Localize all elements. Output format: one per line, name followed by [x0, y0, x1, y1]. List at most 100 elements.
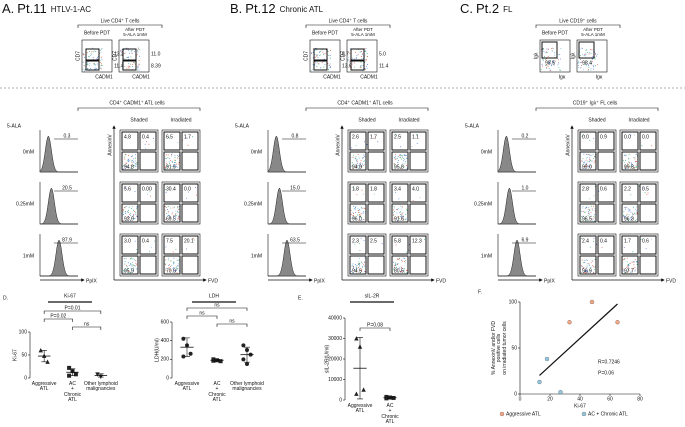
cell-dot [373, 193, 375, 195]
quad-gate [597, 235, 615, 255]
cell-dot [177, 207, 179, 209]
cell-dot [127, 262, 129, 264]
cell-dot [406, 269, 408, 271]
cell-dot [400, 216, 402, 218]
cell-dot [412, 199, 414, 201]
cell-dot [400, 211, 401, 213]
cell-dot [625, 159, 627, 161]
cell-dot [88, 55, 90, 57]
cell-dot [358, 211, 360, 213]
cell-dot [365, 65, 367, 67]
gate-value: 5.0 [379, 51, 386, 57]
cell-dot [625, 208, 626, 210]
cell-dot [554, 60, 556, 62]
cell-dot [92, 57, 94, 59]
cell-dot [171, 155, 172, 157]
cell-dot [590, 215, 592, 217]
quad-gate [349, 235, 367, 255]
cell-dot [356, 264, 358, 266]
cell-dot [397, 263, 399, 264]
cell-dot [128, 56, 130, 58]
cell-dot [400, 146, 402, 148]
cell-dot [360, 61, 362, 63]
cell-dot [583, 162, 585, 163]
cell-dot [321, 49, 323, 51]
before-label: Before PDT [84, 30, 110, 36]
cell-dot [582, 160, 583, 162]
cell-dot [624, 154, 626, 156]
cell-dot [367, 63, 369, 65]
cell-dot [405, 218, 407, 220]
cell-dot [124, 258, 125, 260]
cell-dot [133, 270, 134, 272]
cell-dot [351, 271, 353, 272]
cell-dot [393, 261, 395, 263]
cell-dot [394, 157, 396, 158]
cell-dot [540, 69, 542, 70]
cell-dot [633, 167, 635, 169]
x-tick-label: 20 [547, 396, 553, 402]
cell-dot [321, 62, 323, 64]
cell-dot [94, 64, 96, 66]
quad-value: 3.0 [124, 238, 131, 244]
cell-dot [585, 260, 587, 261]
cell-dot [132, 159, 134, 161]
cell-dot [355, 157, 357, 159]
quad-plot [389, 181, 429, 225]
cell-dot [356, 160, 358, 162]
cell-dot [124, 158, 126, 160]
cell-dot [127, 159, 129, 161]
cell-dot [130, 212, 132, 214]
panel-heading: C. Pt.2 FL [460, 1, 513, 16]
cell-dot [591, 58, 593, 60]
cell-dot [171, 264, 173, 266]
cell-dot [355, 270, 357, 272]
quad-value: 94.9 [352, 164, 362, 170]
cell-dot [357, 214, 358, 216]
cell-dot [400, 158, 402, 160]
cell-dot [588, 153, 590, 155]
cell-dot [168, 267, 170, 269]
cell-dot [397, 208, 399, 210]
quad-gate [349, 183, 367, 203]
cell-dot [635, 161, 637, 163]
cell-dot [165, 270, 167, 272]
cell-dot [168, 136, 170, 138]
cell-dot [351, 265, 353, 267]
cell-dot [177, 155, 179, 157]
cell-dot [87, 62, 89, 64]
cell-dot [318, 55, 320, 56]
cell-dot [593, 66, 594, 68]
quad-gate [139, 131, 157, 151]
cell-dot [136, 69, 138, 71]
cell-dot [349, 61, 350, 63]
cell-dot [315, 55, 317, 57]
y-tick-label: 10000 [328, 377, 342, 383]
cell-dot [358, 214, 360, 216]
cell-dot [363, 264, 365, 266]
cell-dot [330, 66, 332, 68]
cell-dot [353, 213, 355, 214]
comparison-bracket [43, 318, 73, 322]
cell-dot [129, 262, 131, 264]
cell-dot [624, 215, 626, 217]
quad-gate [579, 235, 597, 255]
cell-dot [585, 270, 587, 272]
dose-label: 1mM [481, 253, 492, 259]
after-label: After PDT 5-ALA 1mM [351, 27, 375, 37]
cell-dot [121, 68, 123, 70]
cell-dot [582, 53, 584, 55]
cell-dot [393, 269, 395, 271]
cell-dot [582, 215, 584, 217]
cell-dot [355, 166, 357, 167]
cell-dot [396, 209, 398, 210]
cell-dot [133, 267, 135, 269]
cell-dot [364, 68, 366, 70]
cell-dot [634, 269, 636, 271]
cell-dot [144, 143, 146, 145]
cell-dot [84, 68, 86, 70]
population-title: CD4⁺ CADM1⁺ ATL cells [109, 100, 165, 106]
cell-dot [128, 67, 130, 69]
cell-dot [586, 269, 588, 271]
